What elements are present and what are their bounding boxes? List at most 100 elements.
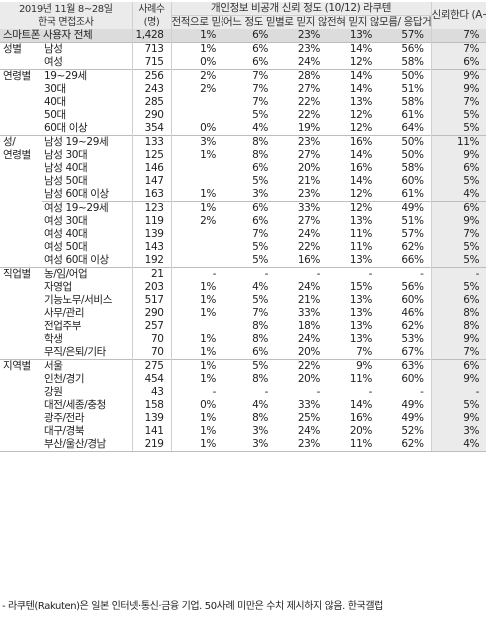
row-group-label [0,254,42,268]
cell-no-trust: 12% [349,56,373,68]
cell-no-trust: - [327,267,380,281]
row-group-label [0,333,42,346]
cell-trust-total: 9% [430,215,487,228]
cell-dont-know: 46% [401,307,424,319]
row-group-label: 성/ [0,135,42,149]
row-group-label [0,122,42,136]
cell-trust-total: 5% [430,175,487,188]
table-row: 남성 60대 이상 163 1% 3% 23% 12% 61% 4% [0,188,487,202]
cell-cases: 143 [131,241,172,254]
row-group-label [0,412,42,425]
row-group-label: 성별 [0,42,42,56]
cell-cases: 454 [131,373,172,386]
cell-somewhat-trust: 7% [223,69,276,83]
cell-no-trust: 14% [349,175,373,187]
table-row: 연령별 남성 30대 125 1% 8% 27% 14% 50% 9% [0,149,487,162]
col-header-fully-trust: 전적으로 믿는다 (A) [170,15,224,29]
cell-dont-know: 66% [401,254,424,266]
cell-no-trust: 15% [349,281,373,293]
cell-trust-total: 9% [430,83,487,96]
row-sub-label: 30대 [44,83,66,95]
cell-dont-know: 52% [401,425,424,437]
cell-somewhat-trust: 5% [252,241,269,253]
cell-fully-trust: - [170,386,224,399]
cell-somewhat-trust: 8% [223,135,276,149]
cell-dont-know: 50% [401,149,424,161]
cell-cases: 139 [131,228,172,241]
cell-fully-trust [170,254,224,268]
cell-dont-know: 51% [401,83,424,95]
cell-fully-trust: 1% [170,188,224,202]
cell-somewhat-trust: 5% [252,109,269,121]
cell-fully-trust [170,96,224,109]
cell-fully-trust: 1% [170,201,224,215]
row-group-label [0,399,42,412]
cell-somewhat-trust: 6% [223,201,276,215]
cell-no-trust: 11% [349,241,373,253]
cell-trust-total: 9% [430,412,487,425]
cell-not-much-trust: 19% [297,122,321,134]
cell-cases: 147 [131,175,172,188]
row-sub-label: 여성 19~29세 [42,201,133,215]
cell-somewhat-trust: 4% [252,122,269,134]
cell-dont-know: 63% [379,359,432,373]
cell-dont-know: 58% [401,56,424,68]
cell-trust-total: 4% [430,438,487,452]
cell-trust-total: 3% [430,425,487,438]
cell-trust-total: 6% [430,201,487,215]
row-sub-label: 대전/세종/충청 [44,399,106,411]
cell-not-much-trust: 22% [297,96,321,108]
cell-not-much-trust: 33% [275,201,328,215]
cell-trust-total: 7% [430,228,487,241]
cell-dont-know: 50% [379,69,432,83]
survey-period: 2019년 11월 8~28일 [18,3,113,15]
cell-dont-know: 58% [401,96,424,108]
cell-no-trust: 14% [349,399,373,411]
row-sub-label: 학생 [44,333,63,345]
cell-fully-trust [170,320,224,333]
cell-fully-trust [170,162,224,175]
footnote: - 라쿠텐(Rakuten)은 일본 인터넷·통신·금융 기업. 50사례 미만… [2,601,383,612]
cell-somewhat-trust: 6% [252,56,269,68]
cell-fully-trust: 1% [170,425,224,438]
cell-fully-trust: - [170,267,224,281]
cell-trust-total: 5% [430,109,487,122]
row-group-label [0,346,42,360]
row-group-label [0,281,42,294]
cell-not-much-trust: 22% [275,359,328,373]
cell-fully-trust: 1% [170,346,224,360]
cell-dont-know: 60% [401,175,424,187]
row-group-label [0,202,42,216]
survey-method: 한국 면접조사 [37,16,94,28]
cell-cases: 256 [131,69,172,83]
cell-somewhat-trust: 4% [252,281,269,293]
cell-no-trust: 14% [327,42,380,56]
cell-dont-know: - [379,267,432,281]
row-sub-label: 전업주부 [44,320,82,332]
cell-fully-trust: 0% [170,122,224,136]
cell-no-trust: 12% [349,122,373,134]
cell-trust-total: 5% [430,281,487,294]
table-row: 여성 715 0% 6% 24% 12% 58% 6% [0,56,487,70]
cell-not-much-trust: 25% [297,412,321,424]
cell-no-trust: 16% [349,412,373,424]
table-row: 대전/세종/충청 158 0% 4% 33% 14% 49% 5% [0,399,487,412]
table-header: 2019년 11월 8~28일 한국 면접조사 사례수 (명) 개인정보 비공개… [0,2,487,29]
table-row: 전업주부 257 8% 18% 13% 62% 8% [0,320,487,333]
cell-somewhat-trust: - [264,386,269,398]
cell-dont-know: - [420,386,424,398]
cell-trust-total: 5% [430,254,487,268]
cell-dont-know: 64% [401,122,424,134]
row-sub-label: 무직/은퇴/기타 [44,346,106,358]
table-row: 여성 50대 143 5% 22% 11% 62% 5% [0,241,487,254]
cell-cases: 21 [131,267,172,281]
table-row: 여성 30대 119 2% 6% 27% 13% 51% 9% [0,215,487,228]
table-row: 남성 50대 147 5% 21% 14% 60% 5% [0,175,487,188]
cell-cases: 141 [131,425,172,438]
cell-somewhat-trust: 4% [252,399,269,411]
cell-no-trust: 16% [327,135,380,149]
table-row: 여성 19~29세 123 1% 6% 33% 12% 49% 6% [0,201,487,216]
cell-cases: 285 [131,96,172,109]
row-sub-label: 강원 [44,386,63,398]
cell-trust-total: - [430,267,487,281]
